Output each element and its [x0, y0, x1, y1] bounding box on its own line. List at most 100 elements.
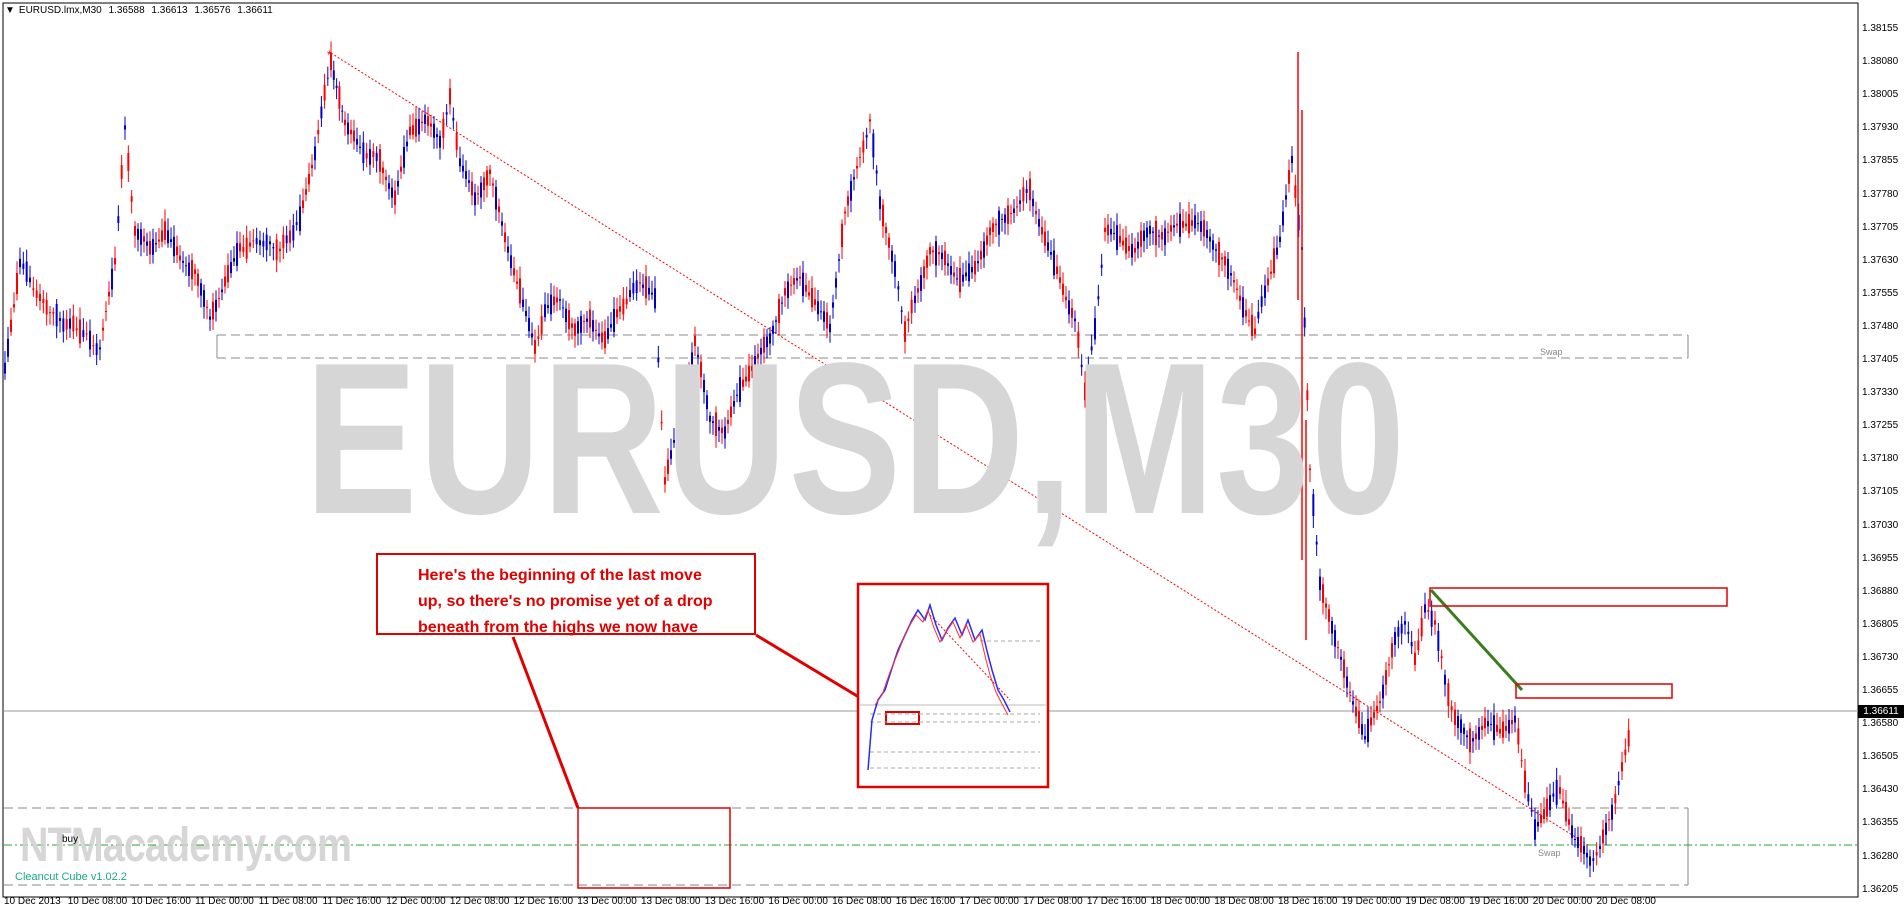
candle-body	[1434, 620, 1436, 625]
candle-body	[651, 292, 653, 295]
candle-body	[1592, 858, 1595, 861]
candle-body	[45, 299, 48, 315]
candle-body	[730, 406, 732, 418]
candle-body	[772, 325, 774, 334]
candle-body	[320, 106, 323, 119]
candle-body	[1404, 620, 1406, 625]
candle-body	[781, 302, 783, 304]
candle-body	[1490, 723, 1492, 725]
candle-body	[879, 196, 881, 210]
candle-body	[1167, 231, 1169, 233]
candle-body	[547, 305, 549, 308]
candle-body	[595, 329, 597, 331]
candle-body	[956, 278, 958, 280]
time-label: 10 Dec 2013	[4, 896, 61, 907]
candle-body	[709, 415, 711, 422]
candle-body	[926, 255, 928, 268]
candle-body	[642, 284, 644, 288]
price-level-label: 1.37555	[1862, 287, 1899, 299]
candle-body	[1149, 225, 1151, 234]
candle-body	[826, 312, 828, 329]
candle-body	[194, 269, 196, 274]
candle-body	[1343, 659, 1345, 678]
candle-body	[805, 284, 807, 292]
candle-body	[1065, 296, 1067, 301]
candle-body	[629, 290, 631, 298]
symbol-watermark: EURUSD,M30	[305, 317, 1407, 559]
candle-body	[161, 230, 163, 242]
candle-body	[459, 158, 461, 167]
candle-body	[923, 266, 925, 278]
candle-body	[1364, 736, 1366, 740]
candle-body	[1537, 821, 1539, 827]
candle-body	[862, 140, 865, 153]
candle-body	[676, 418, 678, 444]
time-label: 20 Dec 00:00	[1532, 896, 1593, 907]
candle-body	[648, 287, 650, 295]
candle-body	[501, 221, 503, 226]
chart-header: ▼ EURUSD.lmx,M30 1.36588 1.36613 1.36576 …	[5, 5, 277, 16]
candle-body	[586, 318, 588, 322]
time-label: 17 Dec 08:00	[1023, 896, 1083, 907]
candle-body	[616, 309, 618, 318]
candle-body	[1100, 264, 1103, 268]
candle-body	[111, 268, 113, 290]
candle-body	[409, 126, 411, 136]
candle-body	[99, 347, 101, 350]
candle-body	[790, 284, 792, 286]
candle-body	[1466, 735, 1468, 738]
candle-body	[127, 152, 130, 171]
candle-body	[1534, 819, 1536, 840]
candle-body	[353, 130, 355, 142]
candle-body	[1224, 256, 1226, 266]
candle-body	[1260, 296, 1263, 307]
candle-body	[1254, 328, 1256, 335]
candle-body	[462, 165, 464, 172]
candle-body	[799, 276, 801, 279]
price-level-label: 1.37780	[1862, 188, 1899, 200]
candle-body	[197, 273, 199, 286]
candle-body	[601, 332, 603, 343]
candle-body	[471, 181, 473, 196]
candle-body	[721, 427, 723, 434]
price-level-label: 1.37480	[1862, 320, 1899, 332]
candle-body	[137, 228, 139, 240]
candle-body	[1337, 647, 1339, 649]
candle-body	[736, 394, 738, 396]
candle-body	[1334, 630, 1336, 647]
candle-body	[553, 296, 555, 306]
candle-body	[308, 173, 310, 185]
candle-body	[1552, 793, 1555, 797]
candle-body	[332, 70, 335, 80]
candle-body	[1029, 178, 1031, 201]
candle-body	[359, 146, 361, 148]
candle-body	[1358, 711, 1360, 728]
candle-body	[703, 379, 705, 393]
candle-body	[766, 336, 768, 348]
candle-body	[1460, 719, 1462, 733]
candle-body	[314, 146, 316, 161]
time-label: 11 Dec 08:00	[258, 896, 318, 907]
candle-body	[252, 240, 255, 242]
candle-body	[289, 230, 291, 243]
candle-body	[418, 119, 420, 135]
candle-body	[1583, 846, 1585, 855]
resistance-box-upper	[1429, 587, 1728, 607]
candle-body	[1104, 227, 1106, 232]
candle-body	[718, 426, 720, 431]
candle-body	[1463, 727, 1465, 734]
candle-body	[1071, 307, 1073, 318]
time-label: 12 Dec 16:00	[513, 896, 574, 907]
academy-watermark: NTMacademy.com	[20, 819, 352, 872]
candle-body	[65, 319, 68, 330]
candle-body	[1097, 296, 1100, 300]
collapse-triangle-icon[interactable]: ▼	[5, 5, 15, 16]
candle-body	[1599, 846, 1601, 849]
annotation-line-1: Here's the beginning of the last move	[418, 567, 702, 584]
candle-body	[891, 250, 893, 262]
candle-body	[335, 85, 338, 88]
candle-body	[16, 272, 18, 295]
candle-body	[944, 250, 946, 266]
